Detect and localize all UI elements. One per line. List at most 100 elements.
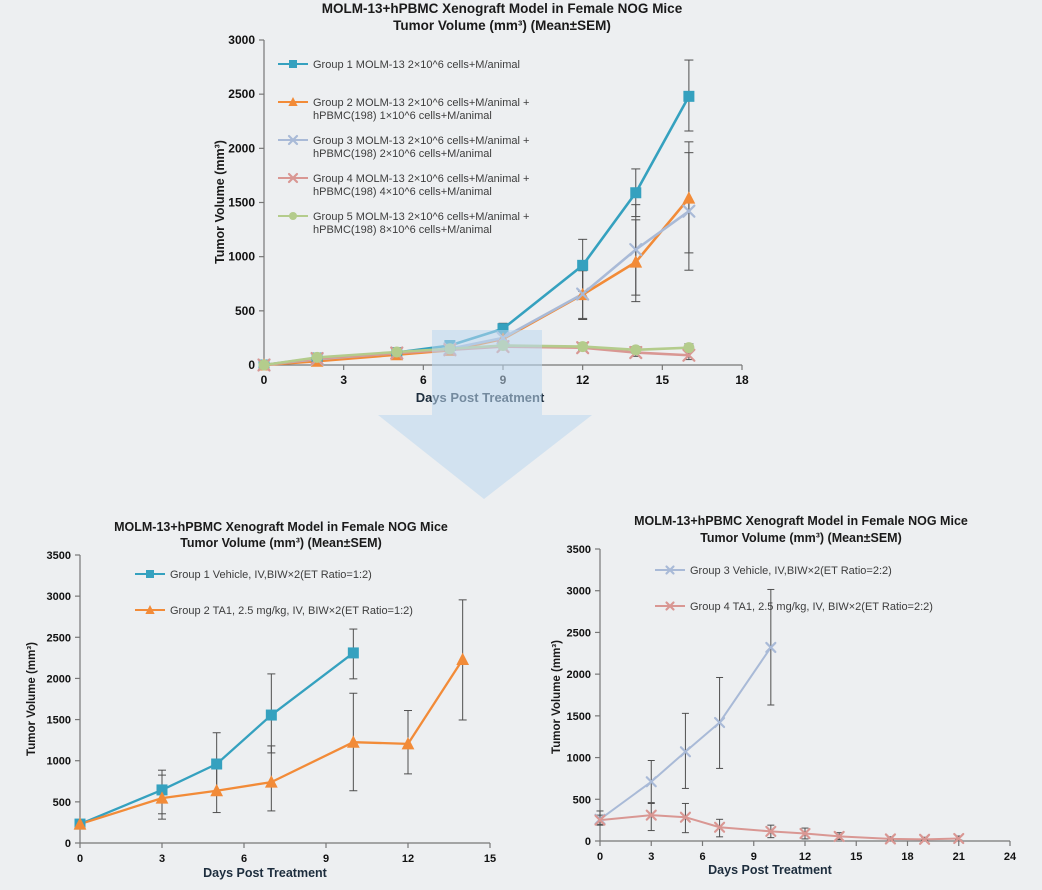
x-marker [765, 641, 777, 654]
x-tick-label: 12 [576, 373, 590, 387]
triangle-marker [210, 783, 224, 797]
square-marker [497, 323, 509, 335]
x-tick-label: 3 [159, 853, 165, 865]
axes-group: 0 500 1000 1500 2000 2500 3000 3500 0 3 6 9 12 15 18 21… [551, 544, 1017, 877]
x-marker [665, 565, 675, 575]
square-marker [211, 758, 223, 770]
chart-treatment-et-ratio-2-2: MOLM-13+hPBMC Xenograft Model in Female … [551, 514, 1017, 877]
series-lines-group [599, 646, 960, 841]
y-tick-label: 3500 [47, 550, 71, 562]
x-axis-title: Days Post Treatment [203, 866, 327, 880]
x-marker [953, 832, 965, 845]
y-tick-label: 500 [235, 304, 255, 318]
triangle-marker [155, 791, 169, 804]
x-tick-label: 6 [420, 373, 427, 387]
error-bars-group [596, 588, 963, 841]
x-tick-label: 18 [735, 373, 749, 387]
chart-title-group: MOLM-13+hPBMC Xenograft Model in Female … [114, 520, 448, 550]
down-arrow-icon [378, 330, 592, 499]
x-marker [576, 287, 590, 301]
markers-group [594, 641, 965, 845]
x-marker [287, 134, 299, 146]
y-tick-label: 1000 [228, 250, 255, 264]
x-marker [918, 833, 931, 845]
x-marker [682, 204, 696, 218]
square-marker [289, 60, 297, 68]
y-tick-label: 0 [248, 358, 255, 372]
x-marker [629, 243, 643, 257]
x-tick-label: 12 [402, 853, 414, 865]
square-marker [156, 784, 168, 796]
y-tick-label: 2000 [47, 673, 71, 685]
legend-label: hPBMC(198) 1×10^6 cells+M/animal [313, 110, 492, 122]
y-tick-label: 2500 [228, 87, 255, 101]
circle-marker [258, 359, 270, 371]
x-marker [713, 716, 726, 729]
y-tick-label: 3500 [567, 544, 591, 556]
markers-group [73, 647, 470, 830]
circle-marker [391, 346, 403, 358]
x-tick-label: 3 [648, 851, 654, 863]
chart-treatment-et-ratio-1-2: MOLM-13+hPBMC Xenograft Model in Female … [26, 520, 496, 880]
circle-marker [683, 342, 695, 354]
triangle-marker [456, 652, 470, 666]
x-marker [679, 746, 692, 758]
legend-label: Group 4 MOLM-13 2×10^6 cells+M/animal + [313, 173, 529, 185]
triangle-marker [264, 775, 278, 788]
y-tick-label: 3000 [228, 33, 255, 47]
legend-entry: Group 4 MOLM-13 2×10^6 cells+M/animal +h… [278, 172, 529, 198]
legend-entry: Group 2 TA1, 2.5 mg/kg, IV, BIW×2(ET Rat… [135, 605, 413, 617]
y-tick-label: 1500 [228, 196, 255, 210]
y-axis-title: Tumor Volume (mm³) [551, 640, 563, 754]
x-tick-label: 15 [850, 851, 862, 863]
x-marker [799, 827, 811, 840]
triangle-marker [401, 737, 415, 750]
y-axis-title: Tumor Volume (mm³) [26, 642, 38, 756]
x-marker [594, 814, 606, 826]
y-tick-label: 3000 [567, 586, 591, 598]
triangle-marker [682, 191, 696, 204]
square-marker [265, 709, 277, 721]
x-marker [765, 825, 777, 838]
x-marker [833, 830, 845, 843]
down-arrow-shape [378, 330, 592, 499]
chart-title-line: Tumor Volume (mm³) (Mean±SEM) [700, 531, 902, 545]
chart-title-line: MOLM-13+hPBMC Xenograft Model in Female … [114, 520, 448, 534]
y-tick-label: 0 [585, 836, 591, 848]
square-marker [146, 570, 154, 578]
y-tick-label: 500 [573, 794, 591, 806]
x-axis-title: Days Post Treatment [708, 863, 832, 877]
y-tick-label: 500 [53, 797, 71, 809]
x-tick-label: 12 [799, 851, 811, 863]
circle-marker [289, 212, 297, 220]
y-tick-label: 2500 [567, 627, 591, 639]
legend-label: Group 4 TA1, 2.5 mg/kg, IV, BIW×2(ET Rat… [690, 601, 933, 613]
y-tick-label: 1500 [47, 715, 71, 727]
legend: Group 1 Vehicle, IV,BIW×2(ET Ratio=1:2) G… [135, 569, 413, 617]
x-marker [665, 601, 675, 611]
square-marker [347, 647, 359, 659]
y-tick-label: 1500 [567, 711, 591, 723]
legend-label: hPBMC(198) 2×10^6 cells+M/animal [313, 148, 492, 160]
y-tick-label: 1000 [47, 756, 71, 768]
legend-label: Group 2 TA1, 2.5 mg/kg, IV, BIW×2(ET Rat… [170, 605, 413, 617]
chart-title-group: MOLM-13+hPBMC Xenograft Model in Female … [322, 1, 683, 33]
x-tick-label: 6 [241, 853, 247, 865]
legend-entry: Group 1 Vehicle, IV,BIW×2(ET Ratio=1:2) [135, 569, 372, 581]
legend-label: Group 3 MOLM-13 2×10^6 cells+M/animal + [313, 135, 529, 147]
x-tick-label: 9 [751, 851, 757, 863]
x-marker [645, 776, 657, 788]
y-tick-label: 2000 [567, 669, 591, 681]
y-tick-label: 2000 [228, 141, 255, 155]
x-tick-label: 0 [597, 851, 603, 863]
circle-marker [630, 344, 642, 356]
legend-entry: Group 5 MOLM-13 2×10^6 cells+M/animal +h… [278, 211, 529, 236]
legend-entry: Group 4 TA1, 2.5 mg/kg, IV, BIW×2(ET Rat… [655, 601, 933, 613]
series-line-2 [599, 814, 960, 841]
legend-label: Group 5 MOLM-13 2×10^6 cells+M/animal + [313, 211, 529, 223]
triangle-marker [288, 97, 298, 106]
x-marker [713, 821, 726, 833]
square-marker [683, 90, 695, 102]
x-tick-label: 15 [484, 853, 496, 865]
